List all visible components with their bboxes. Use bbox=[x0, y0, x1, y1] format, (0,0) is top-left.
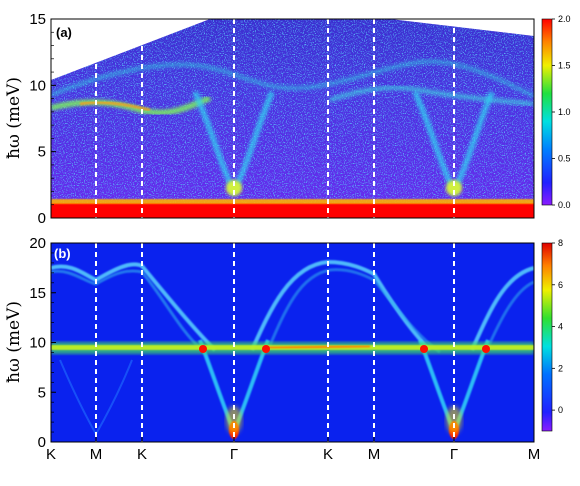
panel-b-arc-mid-2 bbox=[266, 268, 441, 354]
panel-a-frame bbox=[50, 18, 535, 219]
panel-b-label: (b) bbox=[54, 246, 71, 261]
cbtick-label-a-2: 1.0 bbox=[558, 107, 571, 117]
panel-b-crossing-3 bbox=[420, 345, 428, 353]
panel-a-ylabel: ħω (meV) bbox=[4, 77, 24, 159]
panel-b-top-band bbox=[51, 262, 217, 352]
panel-b-ylabel: ħω (meV) bbox=[4, 301, 24, 383]
panel-a-coverage-mask-right bbox=[390, 19, 534, 36]
xtick-label-5: M bbox=[368, 446, 381, 463]
panel-b-y-axis: 0 5 10 15 20 bbox=[29, 235, 56, 451]
panel-a-flat-band bbox=[51, 95, 212, 116]
panel-a-upper-band bbox=[51, 59, 534, 99]
panel-a-right-band bbox=[329, 85, 534, 107]
panel-b-arc-right bbox=[470, 266, 534, 351]
xtick-label-0: K bbox=[46, 446, 56, 463]
ytick-label-a-1: 5 bbox=[38, 144, 46, 161]
ytick-label-b-4: 20 bbox=[29, 235, 46, 252]
xtick-label-6: Γ bbox=[450, 446, 458, 463]
panel-a-label: (a) bbox=[56, 25, 72, 40]
panel-b-gamma-glow-2 bbox=[446, 406, 462, 434]
xtick-label-7: M bbox=[528, 446, 541, 463]
panel-a-symmetry-lines bbox=[95, 19, 455, 218]
ytick-label-b-1: 5 bbox=[38, 384, 46, 401]
panel-a-gamma-hotspot-2 bbox=[446, 180, 462, 196]
cbtick-label-a-4: 2.0 bbox=[558, 14, 571, 24]
panel-b-colorbar-ticks: 0 2 4 6 8 bbox=[552, 238, 563, 415]
panel-a-elastic-line bbox=[51, 203, 534, 218]
cbtick-label-b-1: 2 bbox=[558, 363, 563, 373]
cbtick-label-a-3: 1.5 bbox=[558, 61, 571, 71]
panel-a-colorbar-ticks: 0.0 0.5 1.0 1.5 2.0 bbox=[552, 14, 571, 210]
panel-a-y-axis: 0 5 10 15 bbox=[29, 11, 56, 227]
ytick-label-b-2: 10 bbox=[29, 335, 46, 352]
panel-b-gamma-glow-1 bbox=[226, 406, 242, 434]
panel-a-gamma-hotspot-1 bbox=[226, 180, 242, 196]
ytick-label-a-3: 15 bbox=[29, 11, 46, 28]
panel-b-crossing-1 bbox=[199, 345, 207, 353]
xtick-label-3: Γ bbox=[230, 446, 238, 463]
panel-b-crossing-4 bbox=[482, 345, 490, 353]
xtick-label-4: K bbox=[323, 446, 333, 463]
panel-a-coverage-mask bbox=[51, 19, 210, 80]
cbtick-label-b-4: 8 bbox=[558, 238, 563, 248]
ytick-label-a-2: 10 bbox=[29, 77, 46, 94]
cbtick-label-b-3: 6 bbox=[558, 280, 563, 290]
cbtick-label-a-0: 0.0 bbox=[558, 200, 571, 210]
panel-a-flat-band-core bbox=[79, 100, 151, 112]
panel-b-flat-band-hot bbox=[267, 344, 371, 350]
ytick-label-b-3: 15 bbox=[29, 285, 46, 302]
ytick-label-b-0: 0 bbox=[38, 434, 46, 451]
panel-a-colorbar bbox=[541, 18, 553, 206]
cbtick-label-b-2: 4 bbox=[558, 322, 563, 332]
panel-b-symmetry-lines bbox=[95, 243, 455, 442]
panel-b-colorbar bbox=[541, 242, 553, 432]
xtick-label-2: K bbox=[137, 446, 147, 463]
cbtick-label-b-0: 0 bbox=[558, 405, 563, 415]
ytick-label-a-0: 0 bbox=[38, 210, 46, 227]
panel-b bbox=[51, 243, 534, 442]
cbtick-label-a-1: 0.5 bbox=[558, 154, 571, 164]
panel-b-crossing-2 bbox=[262, 345, 270, 353]
panel-b-top-band-2 bbox=[51, 269, 202, 350]
panel-a bbox=[51, 19, 534, 218]
panel-a-elastic-edge bbox=[51, 199, 534, 204]
xtick-label-1: M bbox=[90, 446, 103, 463]
